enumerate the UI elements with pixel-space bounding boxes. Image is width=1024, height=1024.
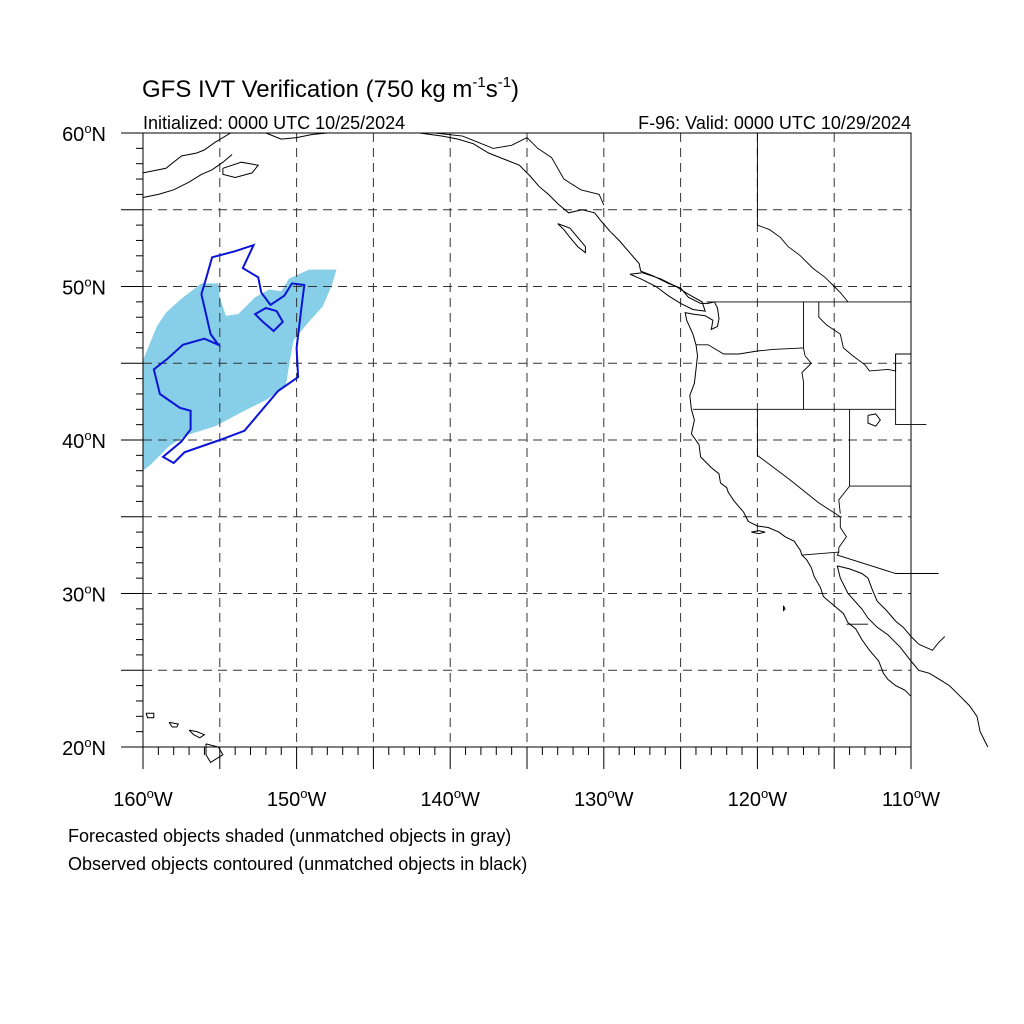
forecast-note: Forecasted objects shaded (unmatched obj… [68, 826, 511, 846]
border-ca-nv [756, 409, 841, 518]
coastline-mainland-mexico [837, 565, 920, 645]
longitude-labels: 160oW 150oW 140oW 130oW 120oW 110oW [113, 786, 940, 811]
lon-label: 130oW [574, 786, 634, 811]
border-wa-id [803, 301, 806, 356]
observed-note: Observed objects contoured (unmatched ob… [68, 854, 527, 874]
axis-ticks [121, 132, 912, 769]
map-title: GFS IVT Verification (750 kg m-1s-1) [142, 74, 519, 103]
coastline-great-salt-lake [867, 413, 881, 427]
lat-label: 60oN [62, 121, 106, 146]
border-us-mexico [801, 551, 939, 574]
coastlines [142, 132, 989, 764]
coastline-gulf-of-alaska [265, 132, 912, 697]
border-nevada-utah [838, 409, 851, 514]
coastline-channel-islands [751, 530, 766, 535]
coastline-hawaii-maui [188, 729, 206, 739]
border-alaska-canada [434, 132, 605, 206]
valid-time-label: F-96: Valid: 0000 UTC 10/29/2024 [638, 113, 911, 133]
lat-label: 50oN [62, 275, 106, 300]
lat-label: 20oN [62, 735, 106, 760]
border-ca-az [838, 516, 848, 553]
border-or-id [801, 355, 812, 410]
lon-label: 140oW [420, 786, 480, 811]
latitude-labels: 60oN 50oN 40oN 30oN 20oN [62, 121, 106, 760]
map-plot-area [121, 132, 989, 769]
lat-label: 30oN [62, 582, 106, 607]
coastline-haida-gwaii [557, 223, 586, 254]
political-borders [434, 132, 946, 651]
coastline-sea-of-cortez [836, 565, 989, 748]
border-utah-wyoming [895, 354, 927, 426]
lon-label: 120oW [728, 786, 788, 811]
coastline-alaska-peninsula [142, 154, 233, 198]
observed-object-contour [152, 243, 306, 465]
map-frame [142, 132, 912, 748]
coastline-hawaii-oahu [168, 721, 180, 728]
coastline-vancouver-island [629, 272, 706, 312]
border-wa-or [696, 344, 804, 355]
lon-label: 160oW [113, 786, 173, 811]
coastline-kodiak [222, 161, 260, 179]
coastline-hawaii-big-island [205, 743, 224, 764]
coastline-hawaii-kauai [145, 712, 155, 719]
coastline-guadalupe-island [783, 605, 786, 612]
observed-object-contour-inner [253, 306, 285, 333]
border-bc-alberta [756, 133, 849, 303]
init-time-label: Initialized: 0000 UTC 10/25/2024 [143, 113, 405, 133]
coastline-alaska [142, 132, 231, 174]
border-sonora-sinaloa [918, 636, 946, 651]
lon-label: 150oW [267, 786, 327, 811]
lat-label: 40oN [62, 428, 106, 453]
lon-label: 110oW [882, 786, 940, 811]
